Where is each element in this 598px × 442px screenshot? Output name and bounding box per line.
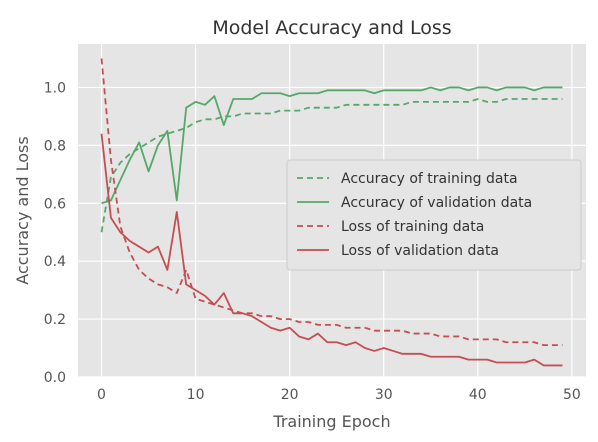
legend-label: Loss of training data [341, 219, 484, 235]
y-tick-label: 1.0 [44, 80, 66, 96]
y-tick-label: 0.6 [44, 196, 66, 212]
legend: Accuracy of training data Accuracy of val… [286, 159, 582, 271]
chart-title: Model Accuracy and Loss [212, 17, 451, 39]
x-tick-label: 40 [469, 387, 487, 403]
series-line-accuracy-of-training-data [100, 98, 563, 233]
x-tick-label: 30 [375, 387, 393, 403]
y-tick-label: 0.2 [44, 312, 66, 328]
x-tick-label: 20 [281, 387, 299, 403]
y-axis-title: Accuracy and Loss [13, 136, 32, 284]
tick-labels: 0 10 20 30 40 50 0.0 0.2 0.4 0.6 0.8 1.0 [44, 80, 581, 403]
series-line-accuracy-of-validation-data [101, 86, 563, 205]
legend-box [286, 159, 582, 271]
legend-label: Accuracy of validation data [341, 195, 532, 211]
series-line-loss-of-training-data [100, 58, 563, 347]
y-tick-label: 0.0 [44, 370, 66, 386]
x-tick-label: 10 [187, 387, 205, 403]
legend-item: Accuracy of validation data [297, 195, 532, 211]
x-tick-label: 50 [563, 387, 581, 403]
legend-item: Accuracy of training data [297, 171, 518, 187]
series-line-loss-of-validation-data [100, 133, 563, 367]
legend-item: Loss of training data [297, 219, 484, 235]
legend-item: Loss of validation data [297, 243, 499, 259]
x-axis-title: Training Epoch [272, 412, 390, 431]
legend-label: Loss of validation data [341, 243, 499, 259]
x-tick-label: 0 [97, 387, 106, 403]
y-tick-label: 0.8 [44, 138, 66, 154]
y-tick-label: 0.4 [44, 254, 66, 270]
legend-label: Accuracy of training data [341, 171, 518, 187]
series-lines [100, 58, 563, 367]
